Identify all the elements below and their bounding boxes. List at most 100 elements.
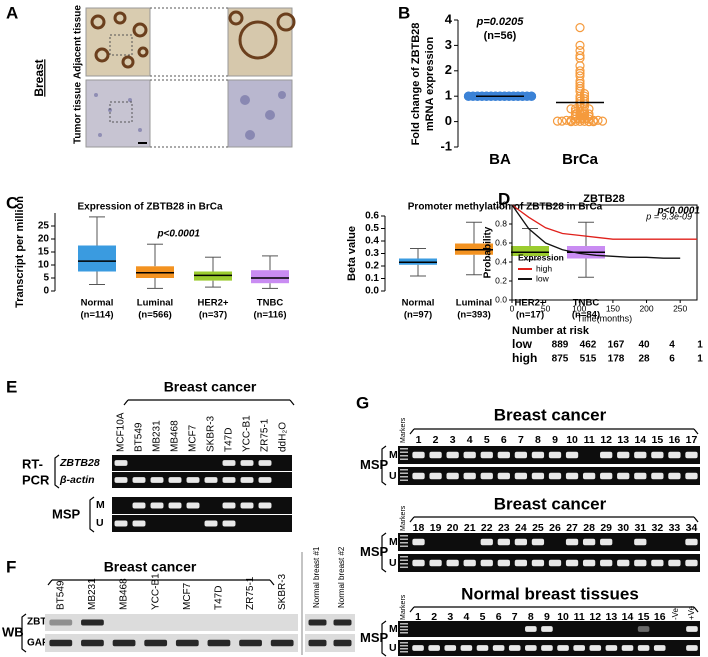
x-tick-sublabel: (n=97) bbox=[404, 310, 432, 321]
point bbox=[575, 116, 585, 126]
lane-label: 15 bbox=[638, 611, 650, 623]
point bbox=[526, 91, 537, 101]
band bbox=[412, 538, 425, 546]
box bbox=[251, 270, 289, 284]
tissue-label: Breast bbox=[32, 59, 46, 96]
point bbox=[575, 66, 585, 76]
lane-label: 7 bbox=[518, 434, 524, 446]
band bbox=[617, 559, 630, 567]
lane-label: 14 bbox=[634, 434, 646, 446]
band bbox=[412, 451, 425, 459]
band bbox=[634, 538, 647, 546]
risk-value: 40 bbox=[638, 340, 650, 351]
ladder-band bbox=[400, 648, 408, 650]
lane-label: 25 bbox=[532, 522, 544, 534]
lane-label: ZR75-1 bbox=[260, 418, 271, 452]
ladder-band bbox=[400, 632, 408, 634]
x-tick-label: TNBC bbox=[257, 298, 284, 309]
x-tick-label: Luminal bbox=[456, 298, 492, 309]
band bbox=[514, 538, 528, 546]
band bbox=[548, 559, 562, 567]
band bbox=[508, 645, 521, 651]
band bbox=[617, 472, 630, 480]
band bbox=[186, 477, 200, 483]
x-tick-label: 150 bbox=[606, 303, 620, 313]
band bbox=[204, 520, 218, 527]
band bbox=[480, 559, 493, 567]
y-tick-label: 25 bbox=[38, 221, 50, 232]
lane-label: 3 bbox=[447, 611, 453, 623]
ladder-band bbox=[400, 645, 408, 647]
box bbox=[511, 246, 549, 256]
lane-label: 13 bbox=[606, 611, 618, 623]
point bbox=[579, 114, 590, 124]
band bbox=[258, 477, 272, 483]
ladder-band bbox=[400, 479, 408, 481]
lane-label: 10 bbox=[566, 434, 578, 446]
point bbox=[552, 116, 563, 126]
band bbox=[222, 477, 236, 483]
lane-label: 5 bbox=[480, 611, 486, 623]
lane-label: 1 bbox=[416, 434, 422, 446]
x-tick-label: Luminal bbox=[137, 298, 173, 309]
image-adjacent bbox=[85, 7, 151, 77]
group-label: Breast cancer bbox=[104, 559, 197, 575]
lane-label: 4 bbox=[463, 611, 469, 623]
lane-label: 24 bbox=[515, 522, 527, 534]
lane-label: 31 bbox=[634, 522, 646, 534]
lane-label: 29 bbox=[600, 522, 612, 534]
y-tick-label: 0.4 bbox=[495, 256, 507, 266]
band bbox=[685, 451, 698, 459]
x-axis-label: Time(months) bbox=[577, 313, 632, 323]
band bbox=[573, 645, 585, 651]
ladder-band bbox=[400, 626, 408, 628]
band bbox=[168, 477, 182, 483]
x-tick-label: TNBC bbox=[573, 298, 600, 309]
band bbox=[651, 451, 664, 459]
ladder-band bbox=[400, 469, 408, 471]
x-tick-label: Normal bbox=[81, 298, 114, 309]
lane-label: 9 bbox=[544, 611, 550, 623]
y-tick-label: -1 bbox=[440, 138, 452, 153]
x-tick-sublabel: (n=116) bbox=[253, 310, 286, 321]
chart-title: ZBTB28 bbox=[583, 193, 625, 205]
band bbox=[653, 645, 666, 651]
panel-label: A bbox=[6, 3, 18, 22]
row-label: ZBTB28 bbox=[59, 457, 100, 469]
bracket bbox=[89, 496, 95, 533]
bracket bbox=[409, 428, 415, 435]
bracket bbox=[54, 454, 60, 489]
band bbox=[412, 559, 425, 567]
band bbox=[270, 639, 294, 647]
band bbox=[460, 645, 473, 651]
point bbox=[575, 114, 585, 124]
marker-label: Markers bbox=[400, 505, 407, 531]
band bbox=[589, 645, 602, 651]
x-tick-label: BrCa bbox=[562, 151, 599, 168]
group-label: Breast cancer bbox=[164, 379, 257, 395]
lane-label: 12 bbox=[600, 434, 612, 446]
band bbox=[463, 559, 476, 567]
annotation: p<0.0001 bbox=[656, 206, 700, 217]
legend-label: high bbox=[536, 263, 552, 273]
risk-value: 1 bbox=[697, 354, 703, 365]
ladder-band bbox=[400, 542, 408, 544]
band bbox=[492, 645, 505, 651]
gel bbox=[45, 634, 298, 652]
row-label: U bbox=[389, 642, 397, 654]
band bbox=[651, 472, 664, 480]
gel bbox=[410, 640, 700, 656]
ladder-band bbox=[400, 651, 408, 653]
bracket bbox=[693, 428, 699, 435]
y-tick-label: 10 bbox=[38, 260, 50, 271]
point bbox=[557, 116, 567, 126]
lane-label: ddH₂O bbox=[278, 422, 289, 452]
ladder-band bbox=[400, 455, 408, 457]
point bbox=[575, 96, 585, 106]
band bbox=[446, 472, 459, 480]
bracket bbox=[693, 516, 699, 523]
lane-label: MB468 bbox=[119, 578, 130, 610]
panel-label: G bbox=[356, 393, 369, 412]
x-tick-sublabel: (n=566) bbox=[138, 310, 172, 321]
band bbox=[582, 538, 596, 546]
